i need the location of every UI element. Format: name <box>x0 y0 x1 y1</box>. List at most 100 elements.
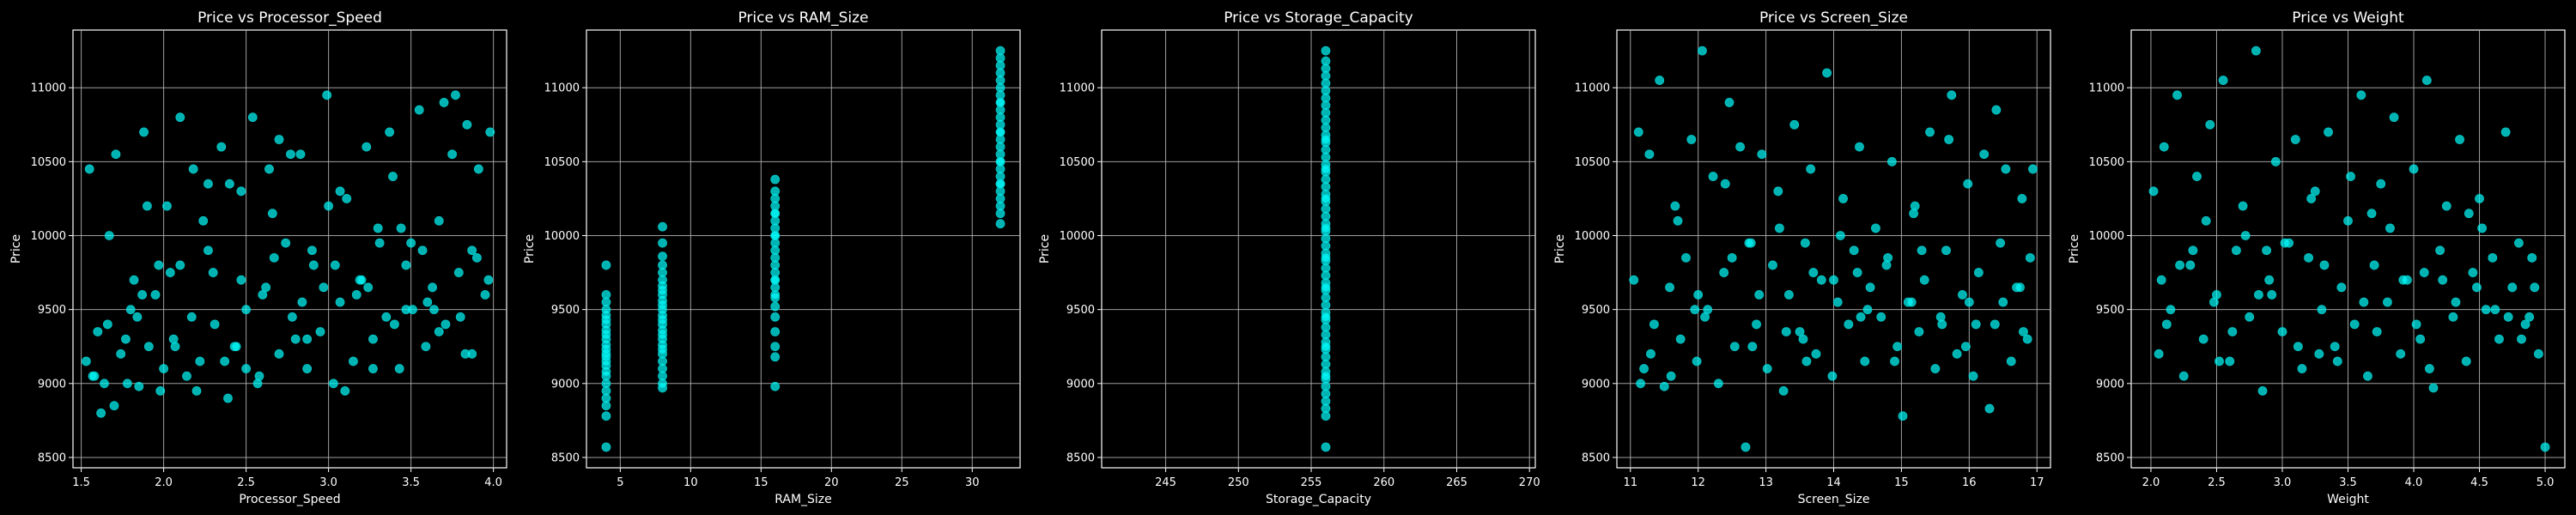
data-point <box>1941 245 1951 256</box>
data-point <box>2346 172 2355 181</box>
data-point <box>2363 371 2372 381</box>
x-tick-label: 12 <box>1691 476 1705 489</box>
chart-title: Price vs Screen_Size <box>1759 9 1908 27</box>
x-tick-label: 5 <box>617 476 623 489</box>
data-point <box>204 245 213 256</box>
data-point <box>2297 364 2307 373</box>
data-point <box>385 127 395 137</box>
data-point <box>330 260 340 270</box>
data-point <box>1816 275 1826 285</box>
data-point <box>93 327 103 336</box>
data-point <box>1754 290 1765 300</box>
data-point <box>2455 135 2464 144</box>
data-point <box>1930 364 1941 373</box>
data-point <box>601 411 611 421</box>
data-point <box>1886 156 1897 167</box>
data-point <box>1979 149 1990 160</box>
data-point <box>122 379 132 389</box>
data-point <box>2398 275 2409 285</box>
data-point <box>1741 442 1751 452</box>
data-point <box>2159 142 2169 152</box>
data-point <box>1991 105 2002 115</box>
data-point <box>1808 268 1819 277</box>
chart-title: Price vs Weight <box>2292 9 2404 27</box>
data-point <box>269 252 279 263</box>
x-tick-label: 30 <box>965 476 980 489</box>
data-point <box>1822 68 1832 78</box>
x-tick-label: 4.0 <box>484 476 502 489</box>
data-point <box>315 327 325 336</box>
y-axis-label: Price <box>1553 234 1567 264</box>
data-point <box>2330 342 2340 352</box>
data-point <box>2227 327 2238 336</box>
data-point <box>2472 282 2482 293</box>
x-tick-label: 25 <box>895 476 909 489</box>
data-point <box>770 209 781 219</box>
data-point <box>2507 282 2518 293</box>
data-point <box>1708 172 1718 181</box>
data-point <box>2310 186 2320 197</box>
y-tick-label: 10000 <box>1575 230 1610 243</box>
data-point <box>2419 268 2429 277</box>
data-point <box>401 260 411 270</box>
data-point <box>2336 282 2347 293</box>
data-point <box>81 356 91 367</box>
data-point <box>1666 371 1676 381</box>
data-point <box>455 312 465 322</box>
data-point <box>995 127 1005 137</box>
data-point <box>1806 164 1816 174</box>
data-point <box>102 319 112 330</box>
data-point <box>1910 201 1920 211</box>
y-tick-label: 8500 <box>2096 451 2124 464</box>
data-point <box>134 381 144 391</box>
data-point <box>1860 356 1870 367</box>
data-point <box>995 179 1005 189</box>
data-point <box>1998 297 2008 307</box>
data-point <box>1670 201 1680 211</box>
data-point <box>1719 268 1729 277</box>
chart-title: Price vs Processor_Speed <box>197 9 382 27</box>
data-point <box>324 201 334 211</box>
scatter-panel-2: 5 10 15 20 25 30 8500 9000 9500 10000 10500 11000 Pr… <box>523 9 1021 506</box>
data-point <box>434 327 444 336</box>
data-point <box>2366 209 2377 219</box>
y-tick-label: 10500 <box>1575 156 1610 169</box>
data-point <box>84 164 94 174</box>
y-tick-label: 8500 <box>1582 451 1610 464</box>
data-point <box>2514 238 2524 248</box>
data-point <box>1321 56 1331 66</box>
x-axis-label: Storage_Capacity <box>1266 493 1371 506</box>
data-point <box>223 393 233 403</box>
data-point <box>381 312 392 322</box>
data-point <box>1690 305 1700 315</box>
x-tick-label: 5.0 <box>2537 476 2555 489</box>
data-point <box>1774 223 1784 233</box>
data-point <box>2524 312 2535 322</box>
data-point <box>1321 164 1331 174</box>
data-point <box>770 381 781 391</box>
data-point <box>165 268 175 277</box>
data-point <box>2461 356 2471 367</box>
data-point <box>2464 209 2474 219</box>
data-point <box>2359 297 2369 307</box>
data-point <box>2022 334 2032 344</box>
data-point <box>995 45 1005 56</box>
data-point <box>162 201 172 211</box>
data-point <box>2277 327 2287 336</box>
data-point <box>480 290 490 300</box>
data-point <box>2006 356 2016 367</box>
data-point <box>2376 179 2386 189</box>
data-point <box>2166 305 2176 315</box>
data-point <box>2225 356 2235 367</box>
y-tick-label: 10000 <box>544 230 580 243</box>
data-point <box>1958 290 1967 300</box>
data-point <box>2198 334 2208 344</box>
data-point <box>258 290 268 300</box>
data-point <box>2332 356 2342 367</box>
data-point <box>308 260 319 270</box>
data-point <box>1784 290 1794 300</box>
data-point <box>322 90 332 100</box>
x-tick-label: 11 <box>1624 476 1638 489</box>
x-tick-label: 15 <box>1894 476 1909 489</box>
